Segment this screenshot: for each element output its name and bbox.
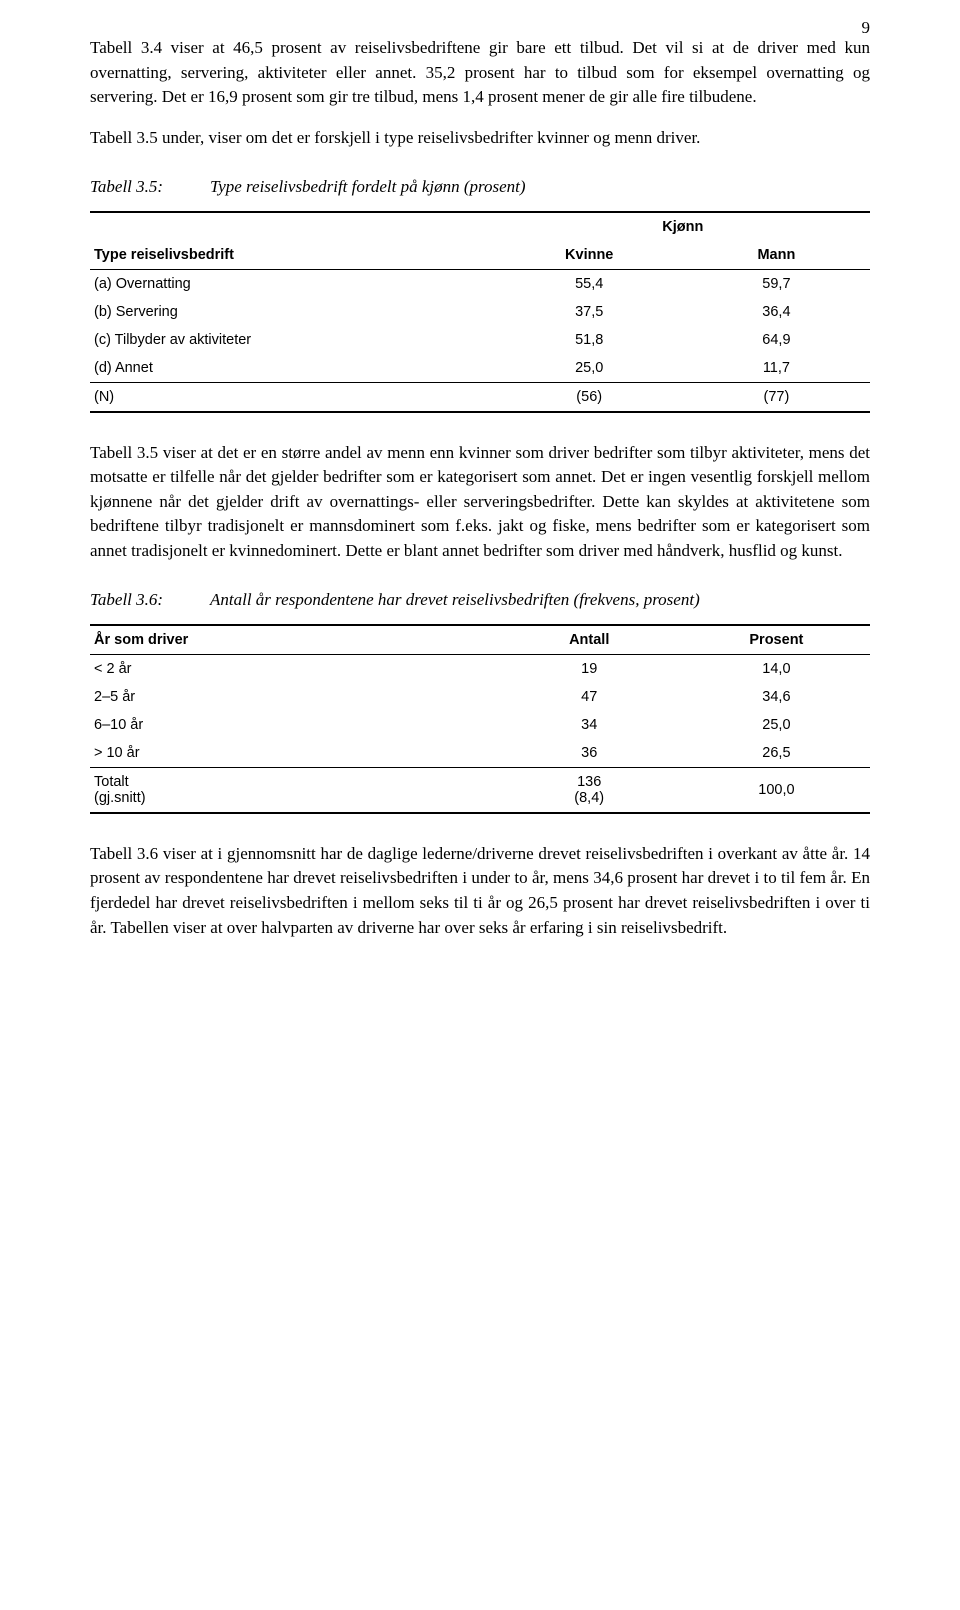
cell-value: 34,6: [683, 683, 870, 711]
paragraph-2: Tabell 3.5 under, viser om det er forskj…: [90, 126, 870, 151]
col-header-prosent: Prosent: [683, 625, 870, 655]
cell-value: 14,0: [683, 654, 870, 683]
table-row: > 10 år 36 26,5: [90, 739, 870, 768]
cell-value: 11,7: [683, 354, 870, 383]
table-row-total: Totalt (gj.snitt) 136 (8,4) 100,0: [90, 767, 870, 813]
table-3-6-caption: Tabell 3.6: Antall år respondentene har …: [90, 590, 870, 610]
cell-value: 59,7: [683, 269, 870, 298]
table-row: 2–5 år 47 34,6: [90, 683, 870, 711]
cell-value: 36: [496, 739, 683, 768]
cell-value: 26,5: [683, 739, 870, 768]
cell-label: < 2 år: [90, 654, 496, 683]
cell-label: > 10 år: [90, 739, 496, 768]
table-row: (d) Annet 25,0 11,7: [90, 354, 870, 383]
table-row: (a) Overnatting 55,4 59,7: [90, 269, 870, 298]
paragraph-1: Tabell 3.4 viser at 46,5 prosent av reis…: [90, 36, 870, 110]
cell-total-label: Totalt (gj.snitt): [90, 767, 496, 813]
cell-value: 25,0: [496, 354, 683, 383]
total-label-1: Totalt: [94, 774, 129, 790]
page-number: 9: [862, 18, 871, 38]
table-group-header-row: Kjønn: [90, 212, 870, 241]
col-header-years: År som driver: [90, 625, 496, 655]
cell-value: (77): [683, 382, 870, 412]
cell-label: (d) Annet: [90, 354, 496, 383]
total-n: 136: [577, 774, 601, 790]
cell-value: 47: [496, 683, 683, 711]
cell-total-percent: 100,0: [683, 767, 870, 813]
cell-value: 36,4: [683, 298, 870, 326]
paragraph-4: Tabell 3.6 viser at i gjennomsnitt har d…: [90, 842, 870, 941]
table-group-header: Kjønn: [496, 212, 870, 241]
col-header-mann: Mann: [683, 241, 870, 270]
caption-text: Type reiselivsbedrift fordelt på kjønn (…: [210, 177, 870, 197]
cell-label: (N): [90, 382, 496, 412]
cell-label: (b) Servering: [90, 298, 496, 326]
table-row: (b) Servering 37,5 36,4: [90, 298, 870, 326]
cell-value: 37,5: [496, 298, 683, 326]
total-mean: (8,4): [574, 790, 604, 806]
caption-label: Tabell 3.6:: [90, 590, 210, 610]
caption-text: Antall år respondentene har drevet reise…: [210, 590, 870, 610]
table-header-row: Type reiselivsbedrift Kvinne Mann: [90, 241, 870, 270]
table-3-5: Kjønn Type reiselivsbedrift Kvinne Mann …: [90, 211, 870, 413]
table-row: 6–10 år 34 25,0: [90, 711, 870, 739]
cell-value: (56): [496, 382, 683, 412]
cell-value: 64,9: [683, 326, 870, 354]
col-header-kvinne: Kvinne: [496, 241, 683, 270]
col-header-antall: Antall: [496, 625, 683, 655]
col-header-type: Type reiselivsbedrift: [90, 241, 496, 270]
cell-label: (c) Tilbyder av aktiviteter: [90, 326, 496, 354]
cell-value: 19: [496, 654, 683, 683]
cell-label: 2–5 år: [90, 683, 496, 711]
page: 9 Tabell 3.4 viser at 46,5 prosent av re…: [0, 0, 960, 1610]
table-row: (c) Tilbyder av aktiviteter 51,8 64,9: [90, 326, 870, 354]
total-label-2: (gj.snitt): [94, 790, 146, 806]
paragraph-3: Tabell 3.5 viser at det er en større and…: [90, 441, 870, 564]
cell-label: 6–10 år: [90, 711, 496, 739]
table-row: < 2 år 19 14,0: [90, 654, 870, 683]
caption-label: Tabell 3.5:: [90, 177, 210, 197]
table-3-6: År som driver Antall Prosent < 2 år 19 1…: [90, 624, 870, 814]
cell-value: 34: [496, 711, 683, 739]
table-row-total: (N) (56) (77): [90, 382, 870, 412]
table-header-row: År som driver Antall Prosent: [90, 625, 870, 655]
cell-total-value: 136 (8,4): [496, 767, 683, 813]
cell-value: 25,0: [683, 711, 870, 739]
cell-value: 51,8: [496, 326, 683, 354]
cell-value: 55,4: [496, 269, 683, 298]
cell-label: (a) Overnatting: [90, 269, 496, 298]
table-3-5-caption: Tabell 3.5: Type reiselivsbedrift fordel…: [90, 177, 870, 197]
